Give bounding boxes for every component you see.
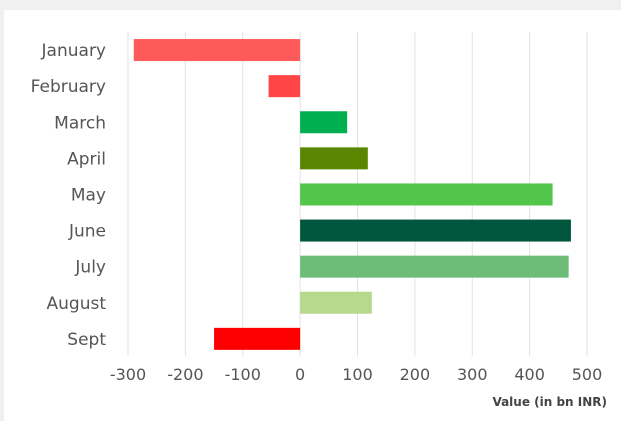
x-tick-label: 0 (295, 365, 305, 384)
x-tick-label: 500 (572, 365, 603, 384)
x-tick-label: 400 (514, 365, 545, 384)
bar-june (300, 219, 571, 242)
category-label: August (47, 294, 107, 314)
category-label: May (71, 185, 106, 205)
category-label: January (41, 41, 106, 61)
category-label: Sept (67, 330, 106, 350)
bar-july (300, 255, 569, 278)
category-labels: January February March April May June July Augu… (31, 41, 107, 350)
bar-may (300, 183, 553, 206)
category-label: July (74, 258, 106, 278)
bar-april (300, 147, 368, 170)
x-tick-label: 300 (457, 365, 488, 384)
category-label: February (31, 77, 106, 97)
x-axis-title: Value (in bn INR) (492, 395, 607, 409)
x-tick-label: 200 (400, 365, 431, 384)
category-label: April (67, 149, 106, 169)
category-label: March (54, 113, 106, 133)
x-tick-labels: -300 -200 -100 0 100 200 300 400 500 (110, 365, 602, 384)
bar-august (300, 291, 372, 314)
category-label: June (68, 222, 106, 242)
bar-february (268, 75, 301, 98)
bar-sept (214, 327, 301, 350)
bar-chart: January February March April May June July Augu… (31, 32, 607, 409)
x-tick-label: -200 (167, 365, 203, 384)
bar-january (133, 39, 301, 62)
x-tick-label: 100 (342, 365, 373, 384)
bars (133, 39, 571, 350)
chart-card: January February March April May June July Augu… (4, 10, 621, 421)
bar-march (300, 111, 348, 134)
x-tick-label: -100 (225, 365, 261, 384)
x-tick-label: -300 (110, 365, 146, 384)
